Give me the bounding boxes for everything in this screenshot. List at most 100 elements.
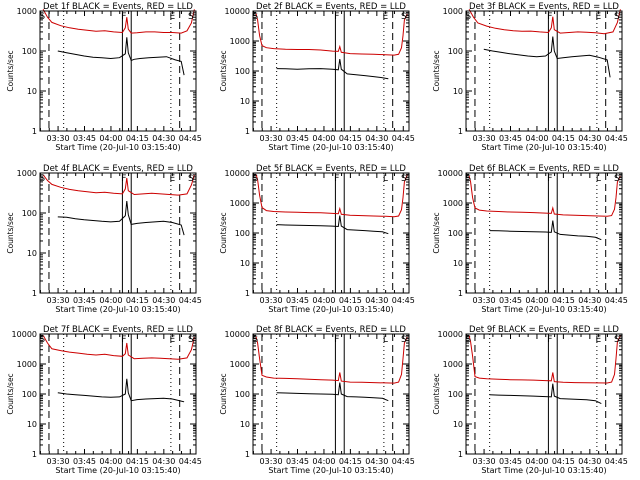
x-tick-label: 03:30	[473, 134, 496, 143]
x-axis-label: Start Time (20-Jul-10 03:15:40)	[481, 466, 606, 475]
x-tick-label: 04:15	[552, 296, 575, 305]
marker-letter: F	[547, 335, 552, 345]
y-tick-label: 1000	[230, 199, 250, 208]
x-tick-label: 04:45	[179, 134, 202, 143]
chart-title: Det 5f BLACK = Events, RED = LLD	[256, 164, 406, 174]
chart-panel-4: 1 10 100 1000 03:30 03:45 04:00 04:15 04:30 04:45…	[6, 164, 202, 314]
y-tick-label: 10000	[438, 169, 463, 178]
series-line-lld	[255, 13, 408, 56]
chart-title: Det 6f BLACK = Events, RED = LLD	[469, 164, 619, 174]
x-tick-label: 04:30	[578, 134, 601, 143]
y-tick-label: 10	[27, 420, 37, 429]
x-tick-label: 04:00	[525, 296, 548, 305]
y-tick-label: 1	[245, 289, 250, 298]
chart-panel-5: 1 10 100 1000 10000 03:30 03:45 04:00 04:15 04:30…	[219, 164, 415, 314]
x-tick-label: 04:00	[525, 134, 548, 143]
y-axis-label: Counts/sec	[6, 212, 15, 253]
y-tick-label: 1000	[443, 7, 463, 16]
chart-panel-3: 1 10 100 1000 03:30 03:45 04:00 04:15 04:30 04:45…	[432, 2, 628, 152]
x-tick-label: 03:30	[473, 296, 496, 305]
y-tick-label: 1000	[17, 169, 37, 178]
x-tick-label: 03:45	[499, 457, 522, 466]
y-tick-label: 1000	[443, 199, 463, 208]
marker-letter: S	[39, 174, 45, 184]
y-tick-label: 10	[240, 97, 250, 106]
series-line-lld	[42, 335, 195, 360]
x-tick-label: 04:30	[365, 457, 388, 466]
y-tick-label: 1000	[230, 37, 250, 46]
x-tick-label: 04:15	[552, 134, 575, 143]
x-tick-label: 04:45	[392, 134, 415, 143]
series-line-lld	[42, 9, 195, 34]
y-axis-label: Counts/sec	[219, 212, 228, 253]
y-axis-label: Counts/sec	[432, 50, 441, 91]
plot-frame	[465, 10, 623, 132]
y-tick-label: 100	[22, 209, 37, 218]
x-axis-label: Start Time (20-Jul-10 03:15:40)	[268, 305, 393, 314]
marker-letter: S	[465, 12, 471, 22]
x-tick-label: 04:00	[312, 134, 335, 143]
series-line-lld	[255, 336, 408, 384]
y-tick-label: 100	[448, 390, 463, 399]
x-tick-label: 04:00	[99, 296, 122, 305]
y-axis-label: Counts/sec	[432, 373, 441, 414]
marker-letter: S	[188, 174, 194, 184]
chart-panel-7: 1 10 100 1000 10000 03:30 03:45 04:00 04:15 04:30…	[6, 325, 202, 475]
marker-letter: L	[383, 335, 388, 345]
y-tick-label: 100	[448, 47, 463, 56]
y-tick-label: 10	[453, 420, 463, 429]
x-tick-label: 04:30	[152, 296, 175, 305]
x-tick-label: 03:30	[260, 296, 283, 305]
marker-letter: E	[596, 12, 602, 22]
y-tick-label: 1000	[17, 360, 37, 369]
x-tick-label: 03:45	[73, 134, 96, 143]
y-tick-label: 1000	[17, 7, 37, 16]
marker-letter: S	[188, 335, 194, 345]
y-tick-label: 100	[22, 390, 37, 399]
marker-letter: F	[334, 12, 339, 22]
x-tick-label: 04:30	[365, 134, 388, 143]
x-tick-label: 03:45	[286, 134, 309, 143]
marker-letter: S	[39, 12, 45, 22]
marker-letter: F	[121, 174, 126, 184]
x-tick-label: 03:45	[499, 134, 522, 143]
y-tick-label: 10	[240, 420, 250, 429]
y-axis-label: Counts/sec	[6, 50, 15, 91]
y-tick-label: 1000	[443, 360, 463, 369]
marker-letter: F	[334, 174, 339, 184]
y-tick-label: 1	[458, 127, 463, 136]
y-tick-label: 1000	[230, 360, 250, 369]
series-line-lld	[468, 175, 621, 217]
marker-letter: F	[121, 12, 126, 22]
x-tick-label: 03:30	[47, 296, 70, 305]
x-tick-label: 03:45	[286, 457, 309, 466]
marker-letter: S	[614, 335, 620, 345]
y-tick-label: 10	[453, 259, 463, 268]
y-tick-label: 1	[458, 289, 463, 298]
y-tick-label: 10000	[225, 7, 250, 16]
x-tick-label: 04:45	[392, 296, 415, 305]
x-tick-label: 04:15	[552, 457, 575, 466]
x-axis-label: Start Time (20-Jul-10 03:15:40)	[481, 143, 606, 152]
marker-letter: F	[547, 12, 552, 22]
marker-letter: E	[170, 335, 176, 345]
marker-letter: E	[170, 12, 176, 22]
x-axis-label: Start Time (20-Jul-10 03:15:40)	[55, 305, 180, 314]
marker-letter: S	[465, 174, 471, 184]
marker-letter: F	[547, 174, 552, 184]
y-tick-label: 10	[453, 87, 463, 96]
marker-letter: L	[383, 174, 388, 184]
x-tick-label: 04:45	[392, 457, 415, 466]
chart-title: Det 9f BLACK = Events, RED = LLD	[469, 325, 619, 335]
marker-letter: S	[252, 12, 258, 22]
y-tick-label: 100	[235, 390, 250, 399]
series-line-lld	[42, 174, 195, 196]
x-tick-label: 04:15	[339, 457, 362, 466]
series-line-events	[483, 36, 611, 78]
chart-panel-9: 1 10 100 1000 10000 03:30 03:45 04:00 04:15 04:30…	[432, 325, 628, 475]
x-tick-label: 04:00	[312, 296, 335, 305]
x-tick-label: 04:15	[126, 296, 149, 305]
marker-letter: S	[252, 174, 258, 184]
y-tick-label: 1	[245, 450, 250, 459]
x-tick-label: 04:00	[525, 457, 548, 466]
